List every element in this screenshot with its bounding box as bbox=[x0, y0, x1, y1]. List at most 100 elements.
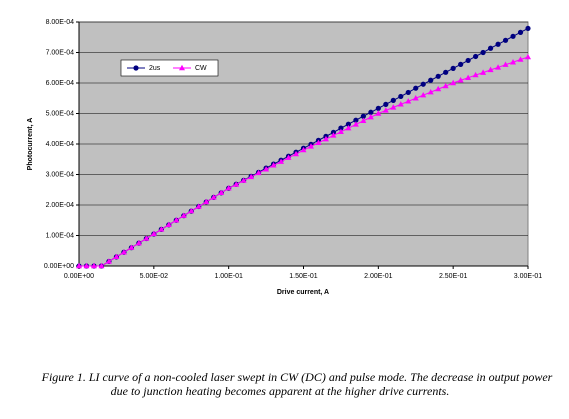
data-point bbox=[472, 71, 479, 78]
data-point bbox=[330, 132, 337, 138]
data-point bbox=[412, 95, 419, 101]
data-point bbox=[367, 113, 374, 120]
data-point bbox=[390, 97, 396, 103]
y-tick-label: 6.00E-04 bbox=[46, 80, 75, 87]
data-point bbox=[150, 230, 157, 237]
data-point bbox=[338, 125, 344, 131]
x-tick-label: 5.00E-02 bbox=[140, 273, 169, 280]
data-point bbox=[450, 79, 457, 86]
data-point bbox=[255, 169, 262, 176]
caption-line: due to junction heating becomes apparent… bbox=[111, 384, 450, 398]
data-point bbox=[143, 235, 150, 241]
data-point bbox=[420, 81, 426, 87]
x-tick-label: 1.00E-01 bbox=[214, 273, 243, 280]
data-point bbox=[502, 37, 509, 43]
data-point bbox=[248, 173, 255, 180]
data-point bbox=[113, 253, 120, 260]
x-tick-label: 3.00E-01 bbox=[514, 273, 543, 280]
data-point bbox=[263, 166, 270, 172]
data-point bbox=[353, 117, 359, 123]
caption-line: Figure 1. LI curve of a non-cooled laser… bbox=[41, 370, 553, 384]
data-point bbox=[135, 239, 142, 246]
legend bbox=[120, 59, 219, 77]
data-point bbox=[420, 92, 427, 98]
y-axis-title: Photocurrent, A bbox=[27, 118, 34, 171]
data-point bbox=[487, 66, 494, 73]
y-tick-label: 7.00E-04 bbox=[46, 49, 75, 56]
data-point bbox=[173, 217, 180, 223]
data-point bbox=[428, 77, 434, 83]
data-point bbox=[128, 244, 135, 250]
data-point bbox=[398, 93, 404, 100]
data-point bbox=[443, 69, 449, 75]
data-point bbox=[158, 226, 165, 232]
x-tick-label: 2.00E-01 bbox=[364, 273, 393, 280]
data-point bbox=[360, 113, 366, 119]
data-point bbox=[495, 64, 502, 70]
y-tick-label: 0.00E+00 bbox=[44, 263, 74, 270]
legend-label: CW bbox=[195, 65, 207, 72]
data-point bbox=[210, 194, 217, 200]
data-point bbox=[405, 89, 411, 96]
data-point bbox=[435, 85, 442, 92]
data-point bbox=[517, 56, 524, 62]
data-point bbox=[510, 33, 516, 39]
data-point bbox=[270, 162, 277, 168]
data-point bbox=[480, 49, 486, 56]
data-point bbox=[179, 64, 185, 71]
y-tick-label: 2.00E-04 bbox=[46, 202, 75, 209]
data-point bbox=[450, 65, 456, 71]
data-point bbox=[278, 158, 285, 164]
data-point bbox=[383, 101, 389, 107]
data-point bbox=[375, 110, 382, 116]
legend-label: 2us bbox=[149, 65, 161, 72]
data-point bbox=[120, 249, 127, 255]
data-point bbox=[293, 150, 300, 157]
data-point bbox=[405, 98, 412, 104]
data-point bbox=[502, 61, 509, 67]
data-point bbox=[495, 41, 501, 47]
data-point bbox=[307, 143, 314, 149]
data-point bbox=[465, 57, 471, 64]
data-point bbox=[98, 262, 105, 269]
data-point bbox=[285, 154, 292, 160]
data-point bbox=[442, 82, 449, 89]
x-axis-title: Drive current, A bbox=[277, 289, 329, 296]
data-point bbox=[90, 262, 97, 269]
data-point bbox=[517, 29, 524, 35]
data-point bbox=[300, 146, 307, 153]
data-point bbox=[105, 258, 112, 264]
data-point bbox=[180, 212, 187, 218]
data-point bbox=[352, 121, 359, 127]
y-tick-label: 3.00E-04 bbox=[46, 171, 75, 178]
data-point bbox=[368, 109, 374, 115]
data-point bbox=[203, 198, 210, 205]
data-point bbox=[233, 181, 240, 187]
data-point bbox=[337, 128, 344, 134]
data-point bbox=[188, 207, 195, 214]
data-point bbox=[83, 262, 90, 269]
data-point bbox=[525, 25, 531, 32]
data-point bbox=[473, 53, 479, 60]
data-point bbox=[375, 105, 381, 111]
data-point bbox=[525, 53, 531, 60]
data-point bbox=[458, 61, 464, 67]
data-point bbox=[225, 185, 232, 191]
data-point bbox=[345, 124, 352, 131]
data-point bbox=[480, 69, 487, 75]
data-point bbox=[133, 65, 139, 71]
y-tick-label: 1.00E-04 bbox=[46, 232, 75, 239]
data-point bbox=[360, 117, 367, 124]
x-tick-label: 1.50E-01 bbox=[289, 273, 318, 280]
data-point bbox=[195, 203, 202, 209]
data-point bbox=[382, 107, 389, 113]
data-point bbox=[413, 85, 419, 91]
data-point bbox=[435, 73, 441, 79]
x-tick-label: 0.00E+00 bbox=[64, 273, 94, 280]
data-point bbox=[345, 121, 351, 127]
data-point bbox=[457, 77, 464, 83]
y-tick-label: 4.00E-04 bbox=[46, 141, 75, 148]
data-point bbox=[218, 189, 225, 195]
data-point bbox=[240, 177, 247, 183]
